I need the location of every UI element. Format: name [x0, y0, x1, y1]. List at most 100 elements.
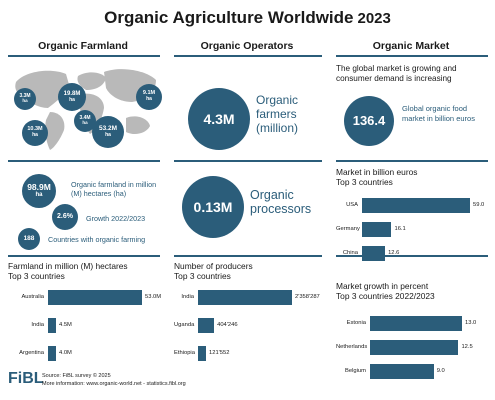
farmland-area-value: 98.9M	[27, 182, 51, 193]
bar-value-label: 12.6	[388, 250, 400, 256]
bar-value-label: 4.0M	[59, 350, 72, 356]
map-circle-5: 3.4M ha	[74, 110, 96, 132]
map-circle-1: 19.8M ha	[58, 83, 86, 111]
map-circle-3: 3.3M ha	[14, 88, 36, 110]
bar	[362, 198, 470, 213]
bar-category-label: India	[181, 294, 194, 300]
bar	[48, 318, 56, 333]
map-circle-4: 10.3M ha	[22, 120, 48, 146]
footer-more: More information: www.organic-world.net …	[42, 381, 186, 387]
map-value: 3.3M	[19, 93, 31, 100]
chart-title: Number of producers	[174, 261, 253, 271]
bar-value-label: 16.1	[394, 226, 406, 232]
processors-label: Organic processors	[250, 188, 312, 217]
bar-category-label: Australia	[21, 294, 44, 300]
farmers-value: 4.3M	[203, 110, 235, 127]
bar	[48, 346, 56, 361]
bar-value-label: 9.0	[436, 368, 445, 374]
market-food-value: 136.4	[352, 113, 386, 129]
bar	[362, 222, 392, 237]
chart-subtitle: Top 3 countries 2022/2023	[336, 291, 435, 301]
farmland-area-circle: 98.9M ha	[22, 174, 56, 208]
map-value: 53.2M	[98, 124, 118, 132]
farmland-area-unit: ha	[35, 192, 43, 199]
map-value: 19.8M	[63, 91, 81, 98]
map-value: 10.3M	[27, 126, 43, 133]
map-unit: ha	[82, 120, 88, 126]
rule-farmland-mid	[8, 160, 160, 162]
chart-subtitle: Top 3 countries	[174, 271, 231, 281]
map-value: 9.1M	[142, 90, 156, 97]
countries-circle: 188	[18, 228, 40, 250]
bar-value-label: 4.5M	[59, 322, 72, 328]
map-unit: ha	[146, 96, 152, 103]
bar-value-label: 121'552	[209, 350, 230, 356]
chart-subtitle: Top 3 countries	[336, 177, 393, 187]
farmers-label: Organic farmers (million)	[256, 93, 299, 135]
rule-market-mid	[336, 160, 488, 162]
rule-farmland-top	[8, 55, 160, 57]
growth-value: 2.6%	[57, 213, 73, 221]
rule-operators-mid	[174, 160, 322, 162]
bar-category-label: Uganda	[174, 322, 195, 328]
title-year: 2023	[357, 10, 391, 27]
map-unit: ha	[32, 132, 38, 139]
bar-value-label: 12.5	[461, 344, 473, 350]
map-unit: ha	[105, 131, 111, 138]
bar	[48, 290, 142, 305]
bar-category-label: Ethiopia	[174, 350, 195, 356]
bar-category-label: Estonia	[346, 320, 366, 326]
map-circle-6: 53.2M ha	[92, 116, 124, 148]
bar	[198, 318, 215, 333]
bar-category-label: Belgium	[345, 368, 366, 374]
bar	[370, 316, 462, 331]
growth-circle: 2.6%	[52, 204, 78, 230]
rule-market-bottom	[336, 255, 488, 257]
map-unit: ha	[69, 96, 75, 103]
map-south-america	[45, 112, 65, 150]
processors-circle: 0.13M	[182, 176, 244, 238]
bar-category-label: Netherlands	[336, 344, 368, 350]
map-oceania	[126, 116, 150, 134]
market-food-circle: 136.4	[344, 96, 394, 146]
page-title: Organic Agriculture Worldwide 2023	[0, 8, 495, 28]
market-intro: The global market is growing and consume…	[336, 64, 457, 83]
bar-value-label: 2'358'287	[295, 294, 320, 300]
col-head-farmland: Organic Farmland	[38, 40, 128, 52]
rule-operators-bottom	[174, 255, 322, 257]
countries-value: 188	[23, 234, 35, 242]
chart-title: Farmland in million (M) hectares	[8, 261, 128, 271]
map-unit: ha	[22, 98, 28, 104]
fibl-logo: FiBL	[8, 370, 44, 387]
map-value: 3.4M	[79, 115, 91, 122]
bar-value-label: 13.0	[465, 320, 477, 326]
bar-value-label: 404'246	[217, 322, 238, 328]
footer-source: Source: FiBL survey © 2025	[42, 373, 111, 379]
bar-value-label: 53.0M	[145, 294, 162, 300]
rule-operators-top	[174, 55, 322, 57]
rule-farmland-bottom	[8, 255, 160, 257]
bar-value-label: 59.0	[473, 202, 485, 208]
processors-value: 0.13M	[193, 198, 233, 215]
bar-category-label: USA	[346, 202, 358, 208]
growth-label: Growth 2022/2023	[86, 214, 146, 223]
map-europe	[77, 72, 106, 90]
chart-title: Market growth in percent	[336, 281, 429, 291]
bar-category-label: Germany	[336, 226, 360, 232]
chart-subtitle: Top 3 countries	[8, 271, 65, 281]
bar-category-label: China	[342, 250, 358, 256]
countries-label: Countries with organic farming	[48, 235, 146, 244]
chart-title: Market in billion euros	[336, 167, 418, 177]
bar	[198, 290, 292, 305]
map-circle-2: 9.1M ha	[136, 84, 162, 110]
bar	[198, 346, 206, 361]
col-head-operators: Organic Operators	[200, 40, 294, 52]
rule-market-top	[336, 55, 488, 57]
farmland-area-label: Organic farmland in million (M) hectares…	[71, 180, 157, 198]
bar-category-label: India	[31, 322, 44, 328]
bar	[370, 364, 434, 379]
bar	[362, 246, 386, 261]
bar	[370, 340, 459, 355]
title-text: Organic Agriculture Worldwide	[104, 8, 354, 27]
bar-category-label: Argentina	[19, 350, 44, 356]
